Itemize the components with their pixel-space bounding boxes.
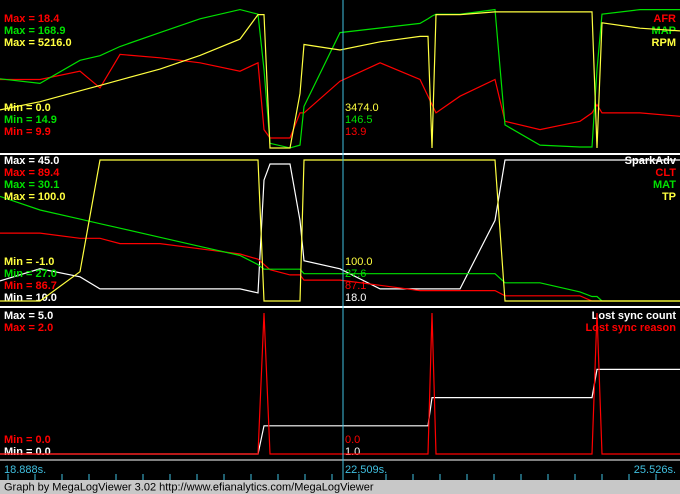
trace	[0, 232, 680, 302]
cursor-value: 100.0	[345, 256, 373, 268]
series-name: SparkAdv	[625, 155, 677, 167]
cursor-value: 3474.0	[345, 102, 379, 114]
max-label: Max = 89.4	[4, 167, 60, 179]
max-label: Max = 100.0	[4, 191, 65, 203]
min-label: Min = 14.9	[4, 114, 57, 126]
max-label: Max = 45.0	[4, 155, 59, 167]
min-label: Min = -1.0	[4, 256, 54, 268]
time-label: 25.526s.	[634, 464, 676, 476]
cursor-value: 13.9	[345, 126, 366, 138]
trace	[0, 11, 680, 149]
max-label: Max = 5216.0	[4, 37, 72, 49]
cursor-value: 18.0	[345, 292, 366, 304]
trace	[0, 8, 680, 149]
cursor-value: 0.0	[345, 434, 360, 446]
time-ticks	[7, 474, 657, 480]
min-label: Min = 0.0	[4, 446, 51, 458]
max-label: Max = 18.4	[4, 13, 60, 25]
max-label: Max = 2.0	[4, 322, 53, 334]
cursor-value: 87.1	[345, 280, 366, 292]
time-label: 22.509s.	[345, 464, 387, 476]
series-name: TP	[662, 191, 676, 203]
min-label: Min = 86.7	[4, 280, 57, 292]
min-label: Min = 0.0	[4, 434, 51, 446]
series-name: CLT	[655, 167, 676, 179]
series-name: Lost sync reason	[586, 322, 677, 334]
footer-bar	[0, 480, 680, 494]
cursor-value: 146.5	[345, 114, 373, 126]
trace	[0, 312, 680, 455]
max-label: Max = 30.1	[4, 179, 59, 191]
trace	[0, 195, 680, 302]
min-label: Min = 27.0	[4, 268, 57, 280]
min-label: Min = 9.9	[4, 126, 51, 138]
series-name: MAP	[652, 25, 676, 37]
series-name: Lost sync count	[592, 310, 677, 322]
max-label: Max = 5.0	[4, 310, 53, 322]
cursor-value: 1.0	[345, 446, 360, 458]
series-name: MAT	[653, 179, 676, 191]
max-label: Max = 168.9	[4, 25, 65, 37]
trace	[0, 53, 680, 139]
series-name: RPM	[652, 37, 676, 49]
trace	[0, 159, 680, 294]
trace	[0, 159, 680, 302]
cursor-value: 27.6	[345, 268, 366, 280]
series-name: AFR	[653, 13, 676, 25]
min-label: Min = 0.0	[4, 102, 51, 114]
time-label: 18.888s.	[4, 464, 46, 476]
footer-text: Graph by MegaLogViewer 3.02 http://www.e…	[4, 481, 374, 493]
